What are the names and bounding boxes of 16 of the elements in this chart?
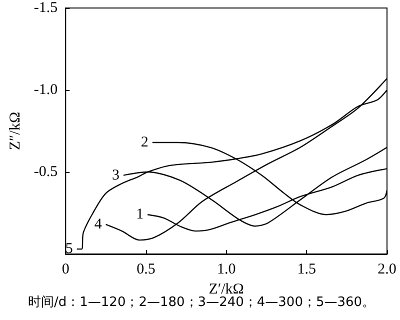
x-axis-title: Z′/kΩ [208,281,244,298]
x-tick-label: 1.0 [216,262,236,278]
text: 时间/d：1—120；2—180；3—240；4—300；5—360。 [28,295,376,310]
x-tick-label: 0 [62,262,70,278]
y-tick-label: -1.5 [34,0,58,16]
x-tick-label: 2.0 [378,262,396,278]
y-tick-label: -1.0 [34,82,58,98]
series-label: 5 [65,241,73,258]
series-label: 1 [136,206,144,223]
x-tick-label: 1.5 [297,262,316,278]
series-label: 4 [94,216,102,232]
series-label: 2 [140,134,148,150]
series-label: 3 [112,167,120,184]
y-tick-label: -0.5 [34,164,58,180]
y-axis-title: Z″/kΩ [8,112,24,150]
x-tick-label: 0.5 [136,262,156,278]
